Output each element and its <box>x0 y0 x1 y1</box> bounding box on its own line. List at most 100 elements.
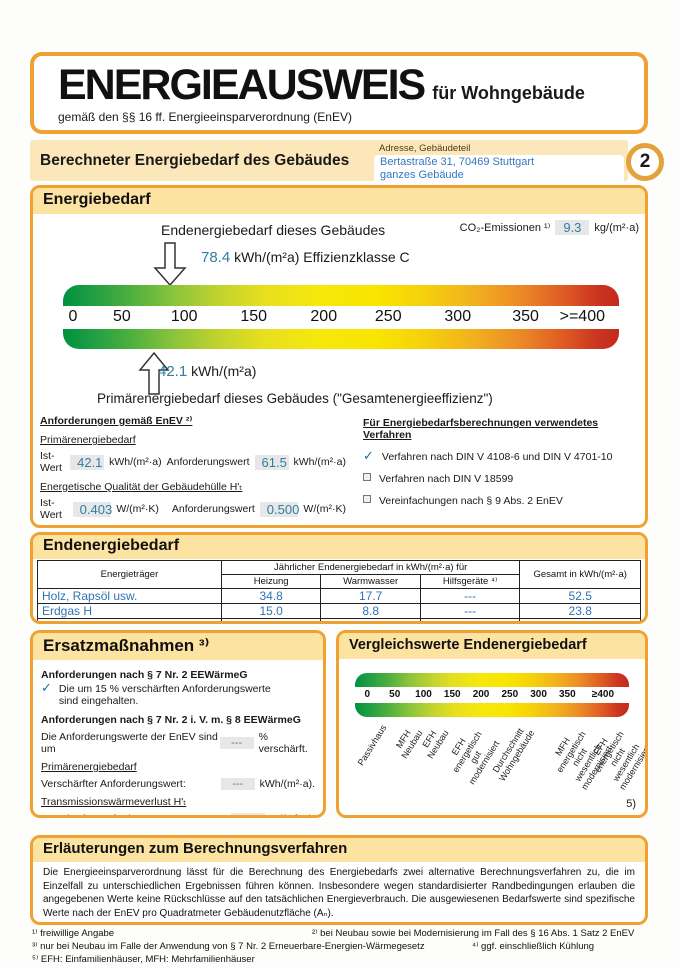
title-box: ENERGIEAUSWEIS für Wohngebäude gemäß den … <box>30 52 648 134</box>
section-title: Berechneter Energiebedarf des Gebäudes <box>40 151 350 169</box>
cell-gesamt: 52.5 <box>519 588 641 604</box>
vergleich-footnote-ref: 5) <box>626 798 636 810</box>
verfahren-item-label: Verfahren nach DIN V 4108-6 und DIN V 47… <box>381 451 613 463</box>
co2-value: 9.3 <box>555 220 590 235</box>
cell-warmwasser: 17.7 <box>320 588 421 604</box>
primaer-value: 42.1 <box>158 363 188 380</box>
table-row: Strom-Mix --- --- 2.1 2.1 <box>37 618 641 621</box>
checkbox-icon <box>363 495 371 503</box>
scale-tick: 100 <box>170 308 198 325</box>
cell-traeger: Erdgas H <box>37 603 222 619</box>
checkmark-icon: ✓ <box>363 448 374 463</box>
document-title: ENERGIEAUSWEIS <box>58 61 426 109</box>
anforderungen-heading: Anforderungen gemäß EnEV ²⁾ <box>40 415 193 427</box>
page-number-badge: 2 <box>626 143 664 181</box>
vergleich-labels: Passivhaus MFH Neubau EFH Neubau EFH ene… <box>355 721 645 815</box>
energiebedarf-heading: Energiebedarf <box>33 188 645 214</box>
anforderungswert-unit: kWh/(m²·a). <box>259 778 315 790</box>
gebaeudehuelle-heading: Energetische Qualität der Gebäudehülle H… <box>40 481 243 493</box>
col-gesamt: Gesamt in kWh/(m²·a) <box>519 560 641 589</box>
vergleich-tick-strip: 0 50 100 150 200 250 300 350 ≥400 <box>355 687 629 703</box>
cell-hilfsgeraete: 2.1 <box>419 618 521 621</box>
ist-wert-unit: kWh/(m²·a) <box>109 456 162 468</box>
scale-tick: 100 <box>415 689 432 700</box>
endenergie-unit: kWh/(m²a) Effizienzklasse C <box>234 249 410 265</box>
ersatzmassnahmen-box: Ersatzmaßnahmen ³⁾ Anforderungen nach § … <box>30 630 326 818</box>
vergleich-scale-bar: 0 50 100 150 200 250 300 350 ≥400 <box>355 673 629 717</box>
vergleichswerte-box: Vergleichswerte Endenergiebedarf 0 50 10… <box>336 630 648 818</box>
checkbox-icon <box>363 473 371 481</box>
cell-traeger: Strom-Mix <box>37 618 222 621</box>
endenergiebedarf-box: Endenergiebedarf Energieträger Jährliche… <box>30 532 648 624</box>
primaer-label: Primärenergiebedarf dieses Gebäudes ("Ge… <box>97 391 493 406</box>
eewaermeg-text: Die um 15 % verschärften Anforderungswer… <box>58 683 271 707</box>
arrow-down-icon <box>153 242 187 287</box>
cell-heizung: --- <box>220 618 322 621</box>
anforderungswert-label: Anforderungswert <box>166 456 250 468</box>
ist-wert-label: Ist-Wert <box>40 450 62 474</box>
footnote-1: ¹⁾ freiwillige Angabe <box>32 928 115 939</box>
scale-tick: 250 <box>501 689 519 700</box>
endenergie-table: Energieträger Jährlicher Endenergiebedar… <box>37 560 641 621</box>
vergleich-label: Passivhaus <box>355 723 389 768</box>
scale-tick-strip: 0 50 100 150 200 250 300 350 >=400 <box>63 306 619 329</box>
energy-scale-bar: 0 50 100 150 200 250 300 350 >=400 <box>63 285 619 349</box>
cell-gesamt: 23.8 <box>519 603 641 619</box>
ist-wert-value: 42.1 <box>70 454 105 470</box>
scale-tick: 300 <box>444 308 472 325</box>
document-subtitle: gemäß den §§ 16 ff. Energieeinsparverord… <box>58 110 352 124</box>
arrow-up-icon <box>138 351 170 395</box>
section-strip: Berechneter Energiebedarf des Gebäudes A… <box>30 140 628 185</box>
col-hilfsgeraete: Hilfsgeräte ⁴⁾ <box>419 574 521 589</box>
anforderungswert2-label: Verschärfter Anforderungswert: <box>41 813 186 815</box>
address-line2: ganzes Gebäude <box>380 169 464 182</box>
scale-tick: 0 <box>68 308 78 325</box>
transmissionswaermeverlust-heading: Transmissionswärmeverlust H'ₜ <box>41 796 187 808</box>
primaer-unit: kWh/(m²a) <box>191 363 257 379</box>
anforderungswert-label: Anforderungswert <box>171 503 255 515</box>
col-warmwasser: Warmwasser <box>320 574 421 589</box>
cell-gesamt: 2.1 <box>519 618 641 621</box>
ist-wert-label: Ist-Wert <box>40 497 62 521</box>
verfahren-item-label: Vereinfachungen nach § 9 Abs. 2 EnEV <box>379 495 563 507</box>
table-row: Erdgas H 15.0 8.8 --- 23.8 <box>37 603 641 619</box>
ist-wert-unit2: W/(m²·K) <box>116 503 159 515</box>
endenergie-value: 78.4 <box>201 249 231 266</box>
col-energietraeger: Energieträger <box>37 560 222 589</box>
scale-tick: 50 <box>389 689 401 700</box>
vergleich-label: MFH Neubau <box>393 728 425 761</box>
cell-warmwasser: 8.8 <box>320 603 421 619</box>
anforderungswert-value: 61.5 <box>254 454 289 470</box>
primaerenergiebedarf-heading: Primärenergiebedarf <box>41 761 137 773</box>
scale-tick: 300 <box>530 689 547 700</box>
table-row: Holz, Rapsöl usw. 34.8 17.7 --- 52.5 <box>37 588 641 604</box>
anforderungswert-unit2: W/(m²·K) <box>303 503 346 515</box>
anforderungen-block: Anforderungen gemäß EnEV ²⁾ Primärenergi… <box>40 415 346 525</box>
footnote-4: ⁴⁾ ggf. einschließlich Kühlung <box>472 941 595 952</box>
cell-hilfsgeraete: --- <box>419 588 521 604</box>
scale-tick: 200 <box>472 689 490 700</box>
cell-traeger: Holz, Rapsöl usw. <box>37 588 222 604</box>
endenergiebedarf-heading: Endenergiebedarf <box>33 535 645 559</box>
scale-tick: 150 <box>443 689 461 700</box>
scale-tick: 250 <box>374 308 402 325</box>
energiebedarf-box: Energiebedarf Endenergiebedarf dieses Ge… <box>30 185 648 528</box>
co2-label: CO₂-Emissionen ¹⁾ <box>459 222 551 234</box>
scale-tick: ≥400 <box>591 689 615 700</box>
endenergie-label: Endenergiebedarf dieses Gebäudes <box>161 222 386 238</box>
cell-heizung: 15.0 <box>220 603 322 619</box>
ist-wert-value2: 0.403 <box>72 501 112 517</box>
anforderungswert-value: --- <box>220 778 255 790</box>
primaerenergiebedarf-heading: Primärenergiebedarf <box>40 434 136 446</box>
eewaermeg2-heading: Anforderungen nach § 7 Nr. 2 i. V. m. § … <box>41 714 301 726</box>
verschaerft-text-pre: Die Anforderungswerte der EnEV sind um <box>41 731 218 755</box>
co2-unit: kg/(m²·a) <box>594 221 639 234</box>
verfahren-item-label: Verfahren nach DIN V 18599 <box>379 473 514 485</box>
footnote-3: ³⁾ nur bei Neubau im Falle der Anwendung… <box>32 941 425 952</box>
checkmark-icon: ✓ <box>41 680 52 695</box>
col-group-header: Jährlicher Endenergiebedarf in kWh/(m²·a… <box>220 560 521 575</box>
address-label: Adresse, Gebäudeteil <box>379 143 471 154</box>
address-line1: Bertastraße 31, 70469 Stuttgart <box>380 156 535 168</box>
erlaeuterungen-heading: Erläuterungen zum Berechnungsverfahren <box>33 838 645 862</box>
cell-warmwasser: --- <box>320 618 421 621</box>
